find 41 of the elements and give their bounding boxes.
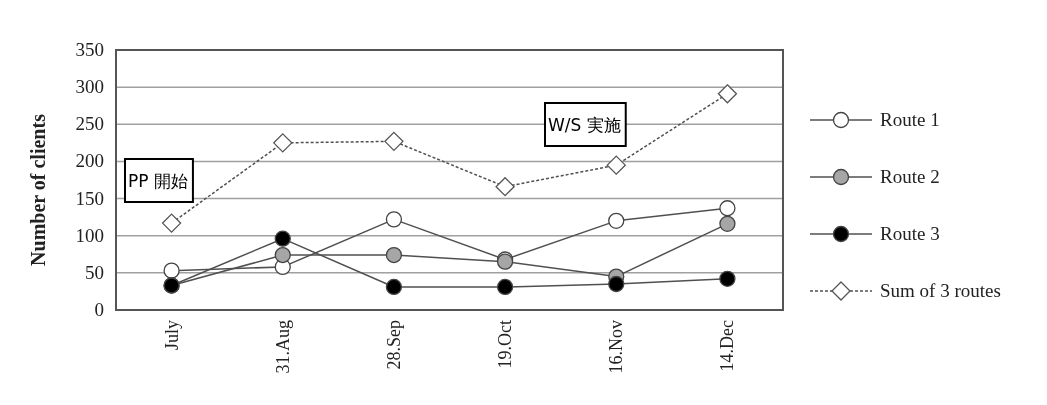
x-tick-label: 28.Sep (383, 320, 404, 370)
annotation: W/S 実施 (544, 102, 627, 147)
y-tick-label: 100 (75, 224, 104, 246)
point (495, 177, 515, 197)
point (384, 131, 404, 152)
point (606, 155, 626, 175)
x-tick-label: 16.Nov (606, 320, 627, 374)
point (717, 84, 738, 104)
point (719, 200, 736, 217)
x-tick-label: July (161, 320, 182, 351)
point (719, 215, 736, 232)
point (273, 133, 293, 153)
point (274, 246, 291, 264)
point (385, 246, 403, 264)
y-tick-label: 250 (75, 113, 104, 135)
y-tick-label: 350 (75, 39, 104, 60)
y-tick-label: 200 (75, 150, 104, 172)
point (719, 270, 736, 287)
legend-label: Route 2 (880, 166, 940, 187)
legend-label: Route 1 (880, 109, 940, 130)
point (608, 275, 625, 293)
point (608, 212, 625, 230)
x-tick-label: 14.Dec (717, 320, 738, 372)
legend-label: Sum of 3 routes (880, 280, 1001, 301)
y-tick-label: 300 (75, 76, 104, 98)
x-tick-label: 19.Oct (495, 320, 516, 369)
point (274, 230, 291, 247)
point (161, 213, 182, 233)
annotation: PP 開始 (124, 158, 194, 203)
point (385, 278, 403, 296)
y-tick-label: 0 (94, 299, 104, 320)
point (496, 278, 514, 296)
x-tick-label: 31.Aug (272, 320, 293, 374)
y-tick-label: 150 (75, 187, 104, 209)
y-axis-title: Number of clients (27, 113, 49, 266)
annotation: PP 開始 (128, 171, 188, 191)
annotation: W/S 実施 (548, 115, 621, 135)
point (385, 211, 403, 228)
y-tick-label: 50 (85, 261, 104, 283)
legend-label: Route 3 (880, 223, 940, 244)
point (163, 262, 180, 279)
